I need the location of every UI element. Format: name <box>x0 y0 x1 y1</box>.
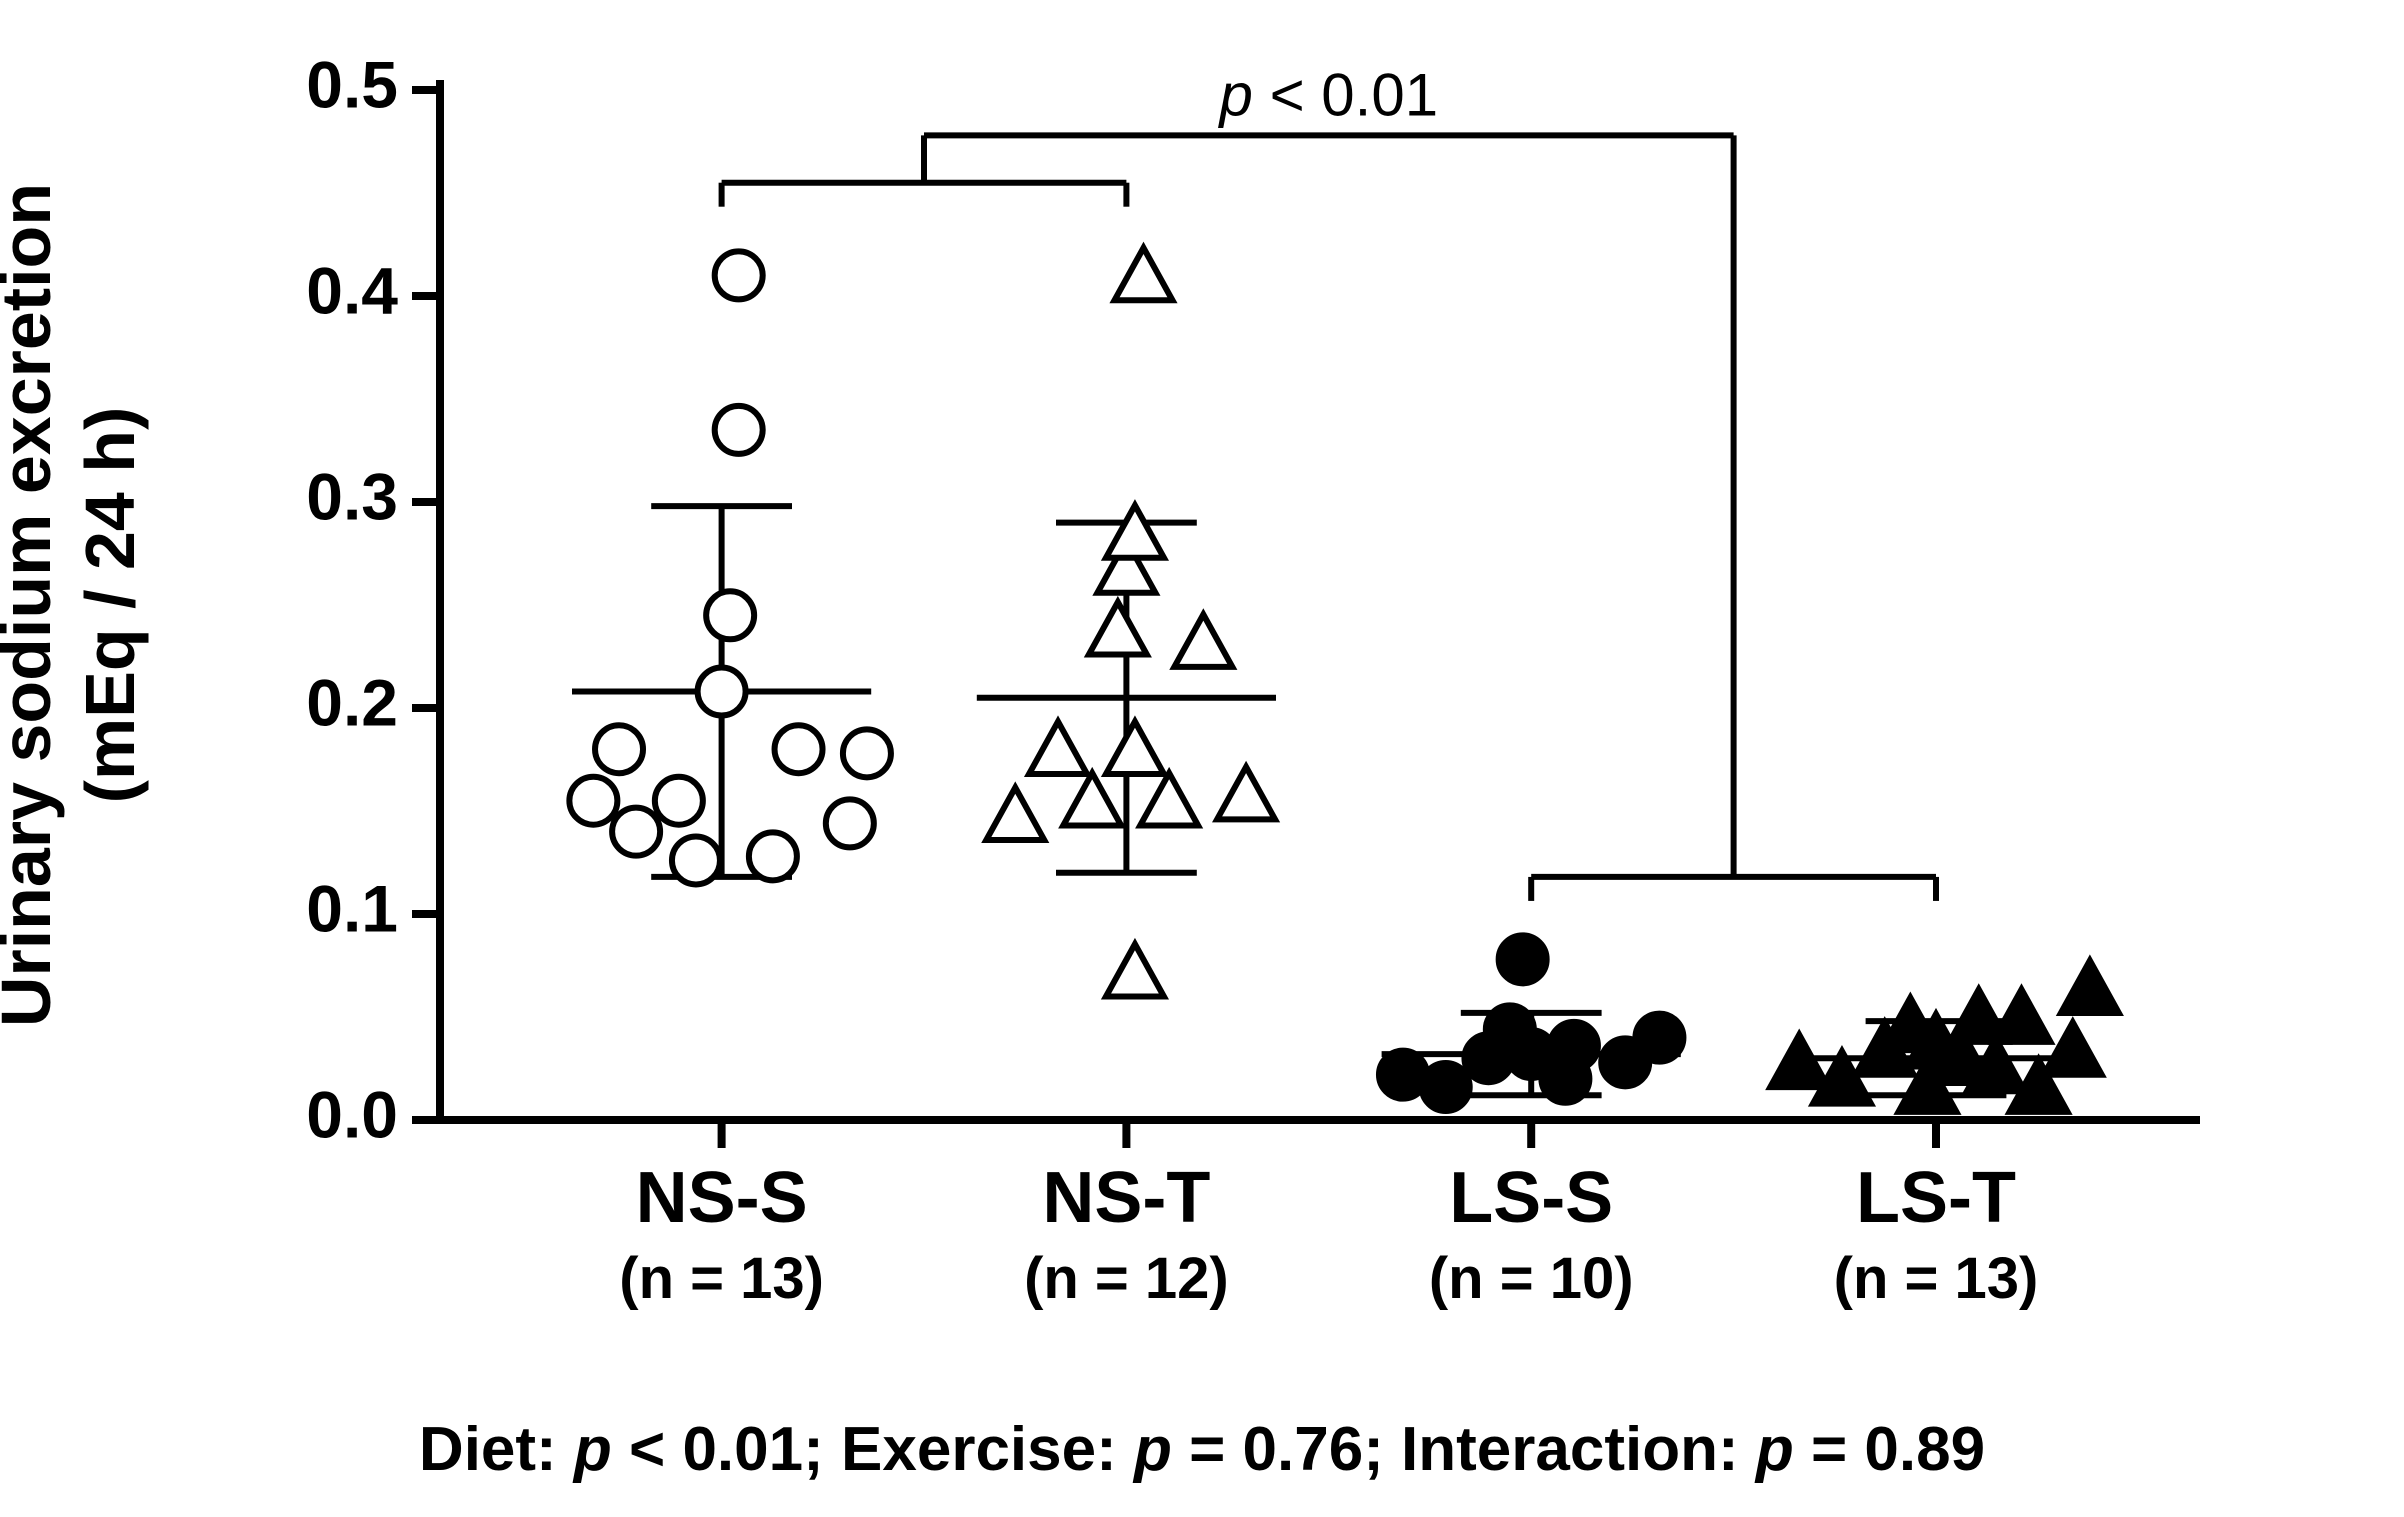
y-axis-sublabel: (mEq / 24 h) <box>71 407 149 804</box>
footer-stats: Diet: p < 0.01; Exercise: p = 0.76; Inte… <box>419 1415 1985 1484</box>
sig-label: p < 0.01 <box>1218 61 1439 128</box>
data-point <box>1541 1055 1589 1103</box>
data-point <box>1499 935 1547 983</box>
data-point <box>706 591 754 639</box>
x-category-label: LS-T <box>1856 1158 2016 1238</box>
x-category-label: LS-S <box>1449 1158 1613 1238</box>
data-point <box>1486 1005 1534 1053</box>
y-tick-label: 0.1 <box>306 871 398 945</box>
data-point <box>569 777 617 825</box>
data-point <box>843 729 891 777</box>
scatter-chart: 0.0 0.1 0.2 0.3 0.4 0.5 Urinary sodium excreti… <box>0 0 2404 1517</box>
x-category-label: NS-S <box>636 1158 808 1238</box>
y-axis-label: Urinary sodium excretion <box>0 183 65 1027</box>
data-point <box>826 799 874 847</box>
data-point <box>775 725 823 773</box>
x-n-label: (n = 13) <box>619 1246 824 1311</box>
data-point <box>698 668 746 716</box>
data-point <box>715 406 763 454</box>
data-point <box>1422 1063 1470 1111</box>
y-tick-label: 0.5 <box>306 47 398 121</box>
x-n-label: (n = 10) <box>1429 1246 1634 1311</box>
x-n-label: (n = 13) <box>1834 1246 2039 1311</box>
data-point <box>715 251 763 299</box>
data-point <box>612 808 660 856</box>
x-n-label: (n = 12) <box>1024 1246 1229 1311</box>
data-point <box>672 836 720 884</box>
data-point <box>749 832 797 880</box>
chart-root: 0.0 0.1 0.2 0.3 0.4 0.5 Urinary sodium excreti… <box>0 0 2404 1517</box>
y-tick-label: 0.3 <box>306 459 398 533</box>
y-tick-label: 0.0 <box>306 1077 398 1151</box>
x-category-label: NS-T <box>1042 1158 1210 1238</box>
data-point <box>655 777 703 825</box>
y-tick-label: 0.4 <box>306 253 398 327</box>
data-point <box>595 725 643 773</box>
data-point <box>1635 1014 1683 1062</box>
y-tick-label: 0.2 <box>306 665 398 739</box>
